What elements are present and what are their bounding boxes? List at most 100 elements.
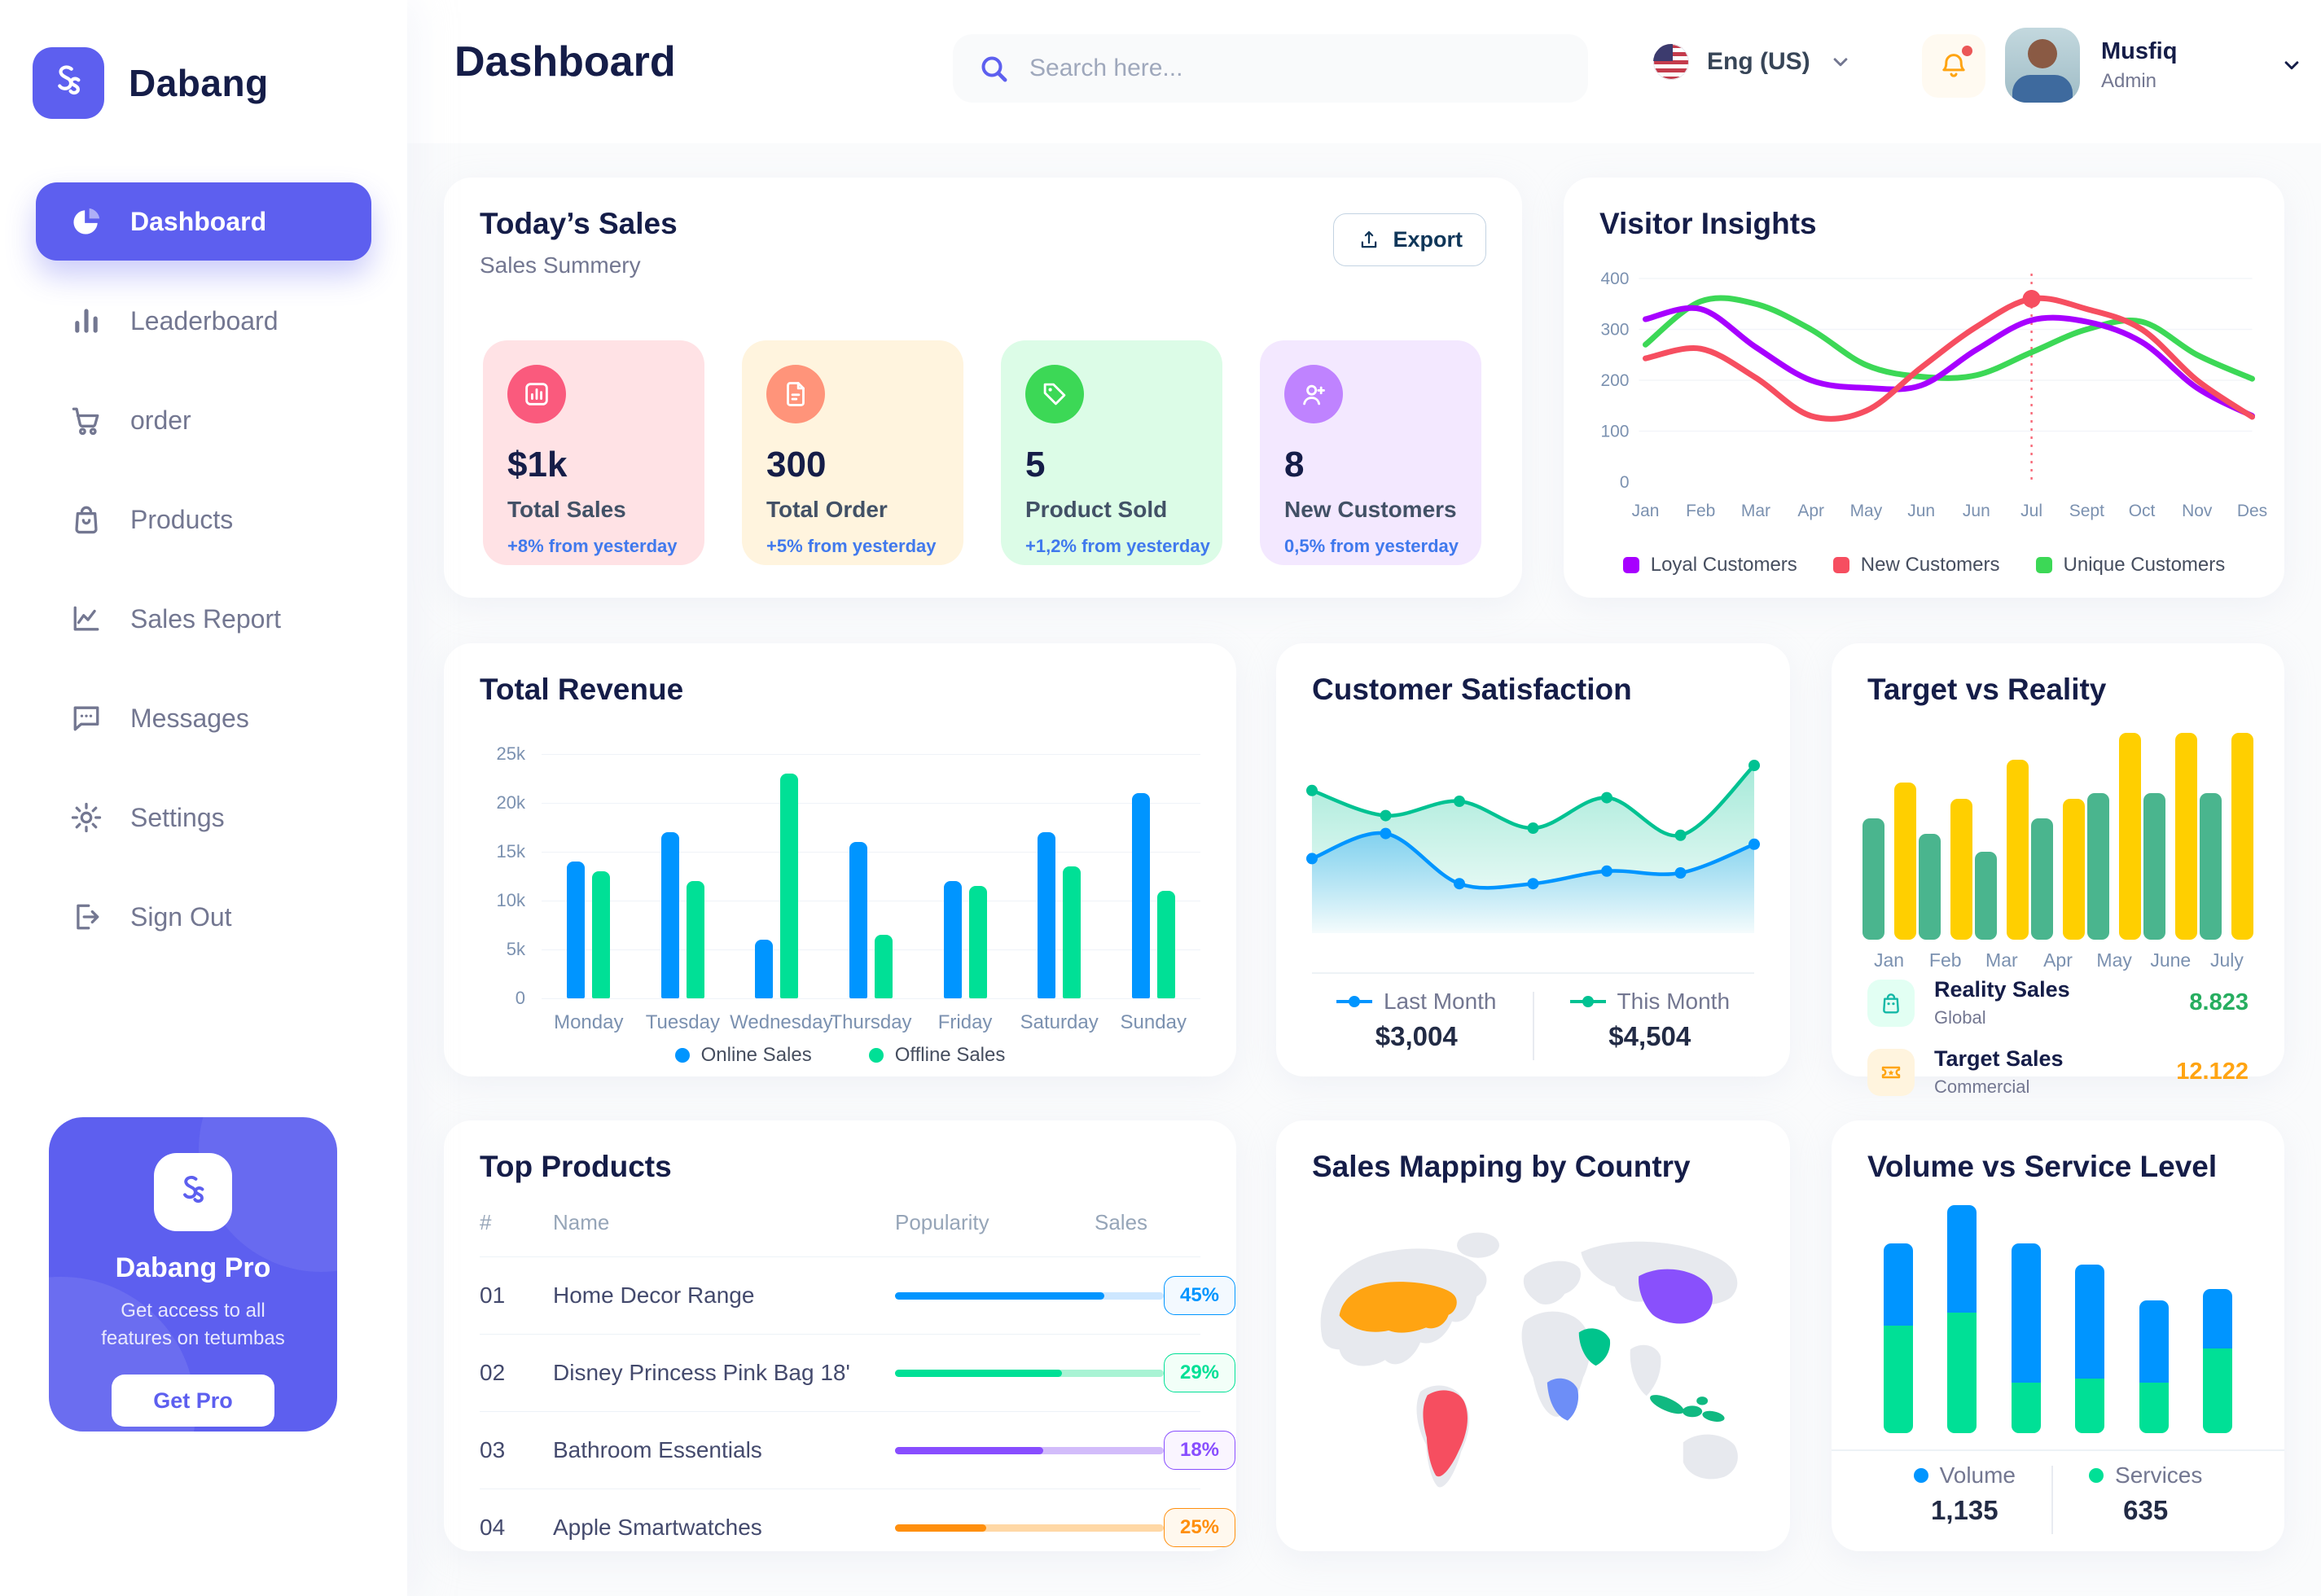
customer-satisfaction-legend: Last Month $3,004 This Month $4,504 [1276, 989, 1790, 1060]
user-name: Musfiq [2101, 37, 2178, 64]
visitor-insights-chart: 0 100 200 300 400 Jan Feb Mar Apr May Jun Jun Jul Sep… [1585, 259, 2268, 546]
sidebar-item-sales-report[interactable]: Sales Report [36, 580, 371, 658]
row-number: 03 [480, 1437, 506, 1462]
y-axis-tick: 20k [496, 792, 525, 813]
sales-badge: 45% [1164, 1276, 1235, 1315]
svg-text:300: 300 [1600, 321, 1629, 340]
search-input[interactable] [1028, 54, 1520, 83]
bar [660, 832, 679, 998]
sidebar-item-messages[interactable]: Messages [36, 679, 371, 757]
gridline [542, 998, 1200, 999]
legend-item: Loyal Customers [1622, 554, 1797, 577]
legend-row: This Month [1569, 989, 1730, 1015]
stat-card-new-customers: 8 New Customers 0,5% from yesterday [1260, 340, 1481, 565]
bar [1063, 866, 1082, 998]
sidebar-item-leaderboard[interactable]: Leaderboard [36, 282, 371, 360]
brand: Dabang [33, 47, 407, 119]
target-vs-reality-legend: Reality Sales Global 8.823 Target Sales Comm… [1867, 977, 2249, 1098]
message-icon [68, 700, 104, 736]
sidebar-item-label: Messages [130, 703, 249, 733]
total-revenue-legend: Online Sales Offline Sales [444, 1044, 1236, 1067]
row-number: 02 [480, 1360, 506, 1385]
notifications-button[interactable] [1922, 34, 1985, 98]
chevron-down-icon [2279, 53, 2304, 77]
pro-logo-icon [154, 1153, 232, 1231]
sidebar-item-sign-out[interactable]: Sign Out [36, 878, 371, 956]
legend-label: Volume [1939, 1462, 2016, 1488]
legend-item: Unique Customers [2035, 554, 2225, 577]
popularity-bar-fill [895, 1291, 1105, 1300]
legend-row-target-sales: Target Sales Commercial 12.122 [1867, 1046, 2249, 1098]
bar [1893, 783, 1916, 940]
sidebar-item-order[interactable]: order [36, 381, 371, 459]
world-map [1301, 1195, 1766, 1532]
svg-text:200: 200 [1600, 371, 1629, 390]
legend-item-services: Services 635 [2053, 1462, 2238, 1534]
svg-text:Oct: Oct [2129, 502, 2156, 520]
services-segment [2075, 1379, 2105, 1433]
services-segment [2202, 1348, 2232, 1433]
panel-sales-mapping: Sales Mapping by Country [1276, 1120, 1790, 1551]
get-pro-button[interactable]: Get Pro [112, 1375, 274, 1427]
legend-swatch [868, 1048, 884, 1063]
panel-top-products: Top Products # Name Popularity Sales 01 H… [444, 1120, 1236, 1551]
legend-row: Volume [1913, 1462, 2016, 1489]
col-num: # [480, 1210, 492, 1234]
bar-group-tuesday: Tuesday [636, 754, 731, 1033]
line-chart-icon [68, 601, 104, 637]
bar-chart-icon [68, 303, 104, 339]
bar [1156, 891, 1175, 998]
stat-delta: +1,2% from yesterday [1025, 536, 1210, 556]
legend-texts: Target Sales Commercial [1934, 1046, 2064, 1098]
legend-row: Last Month [1336, 989, 1497, 1015]
y-axis-tick: 15k [496, 841, 525, 862]
stat-delta: 0,5% from yesterday [1284, 536, 1459, 556]
bar [2119, 733, 2142, 940]
services-segment [2139, 1383, 2169, 1433]
bar [2062, 799, 2085, 940]
volume-service-title: Volume vs Service Level [1867, 1150, 2218, 1183]
bar [2231, 733, 2254, 940]
bar-group-wednesday: Wednesday [730, 754, 832, 1033]
sidebar-item-label: Products [130, 504, 234, 534]
gridline [542, 754, 1200, 755]
services-segment [2011, 1383, 2041, 1433]
stacked-bar-6 [2202, 1205, 2232, 1433]
table-row: 03 Bathroom Essentials 18% [480, 1411, 1235, 1489]
language-selector[interactable]: Eng (US) [1653, 44, 1853, 80]
x-axis-label: Tuesday [645, 1011, 720, 1033]
bar [1974, 852, 1997, 940]
legend-label: Services [2115, 1462, 2203, 1488]
sales-badge: 29% [1164, 1353, 1235, 1392]
export-button[interactable]: Export [1333, 213, 1486, 266]
gridline [542, 852, 1200, 853]
panel-target-vs-reality: Target vs Reality Jan Feb Mar Apr May June Jul… [1832, 643, 2284, 1097]
popularity-bar [895, 1524, 1164, 1532]
sidebar-item-label: Leaderboard [130, 305, 279, 335]
top-products-header: # Name Popularity Sales [480, 1199, 1200, 1256]
sidebar-item-products[interactable]: Products [36, 480, 371, 559]
svg-text:Feb: Feb [1686, 502, 1715, 520]
sidebar-item-dashboard[interactable]: Dashboard [36, 182, 371, 261]
row-number: 01 [480, 1282, 506, 1308]
line-dot-marker [1336, 996, 1372, 1007]
bell-icon [1937, 50, 1970, 82]
bar [1131, 793, 1150, 998]
stat-file-icon [780, 379, 811, 410]
legend-divider [2051, 1466, 2054, 1534]
search-bar [953, 34, 1588, 103]
stat-icon-circle [766, 365, 825, 423]
legend-label: Loyal Customers [1650, 554, 1797, 576]
us-flag-icon [1653, 44, 1689, 80]
top-products-title: Top Products [480, 1150, 672, 1183]
stat-label: New Customers [1284, 497, 1457, 522]
stats-row: $1k Total Sales +8% from yesterday 300 Total… [483, 340, 1481, 565]
popularity-bar [895, 1291, 1164, 1300]
sidebar-item-settings[interactable]: Settings [36, 778, 371, 857]
pro-subtitle: Get access to all features on tetumbas [101, 1300, 285, 1349]
sidebar-item-label: order [130, 405, 191, 435]
bar-group-apr: Apr [2029, 728, 2086, 971]
user-profile-menu[interactable]: Musfiq Admin [2005, 28, 2304, 103]
svg-text:May: May [1850, 502, 1883, 520]
